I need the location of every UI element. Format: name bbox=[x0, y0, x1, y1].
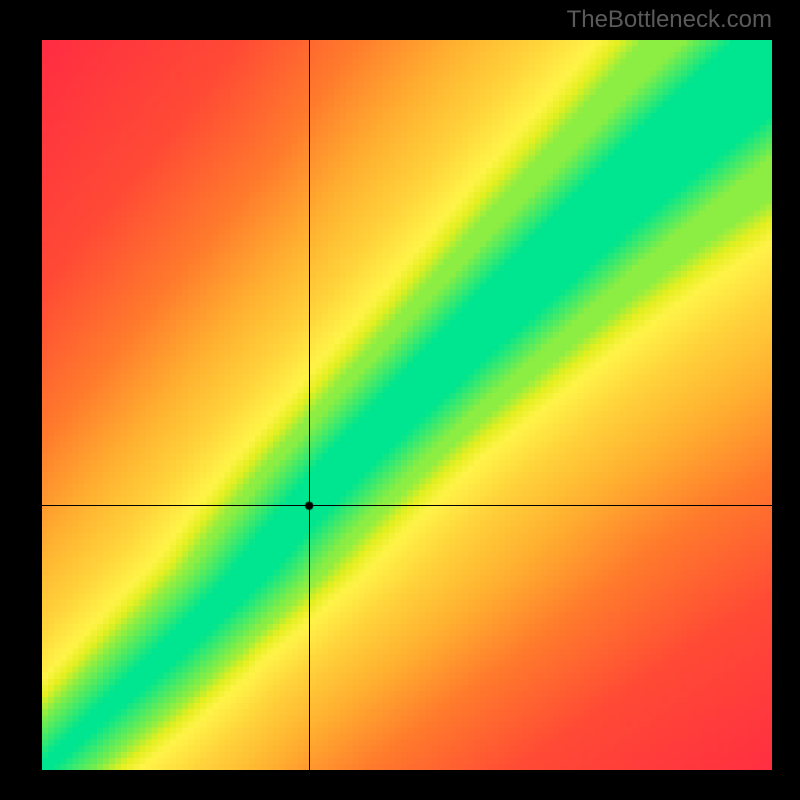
watermark-text: TheBottleneck.com bbox=[567, 6, 772, 34]
crosshair-dot bbox=[42, 40, 772, 770]
chart-container: TheBottleneck.com bbox=[0, 0, 800, 800]
